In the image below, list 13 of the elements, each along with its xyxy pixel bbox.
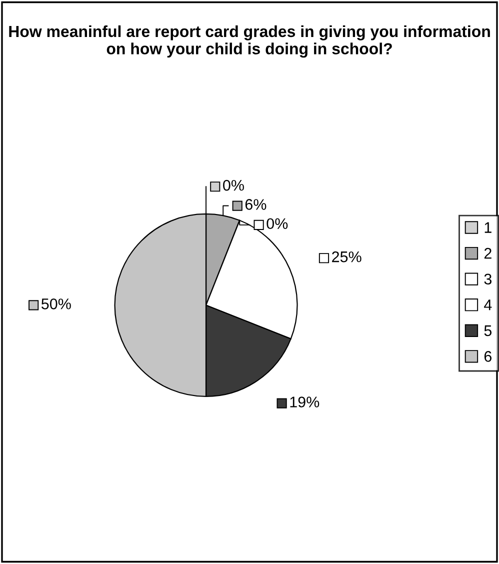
text: 0% [266, 218, 288, 230]
data-label: 19% [290, 396, 320, 408]
legend-label: 1 [484, 222, 492, 233]
legend-label: 4 [484, 300, 492, 310]
legend-label: 3 [484, 274, 492, 285]
legend-label: 5 [484, 325, 492, 336]
data-label: 50% [41, 298, 71, 310]
legend-label: 6 [484, 351, 492, 362]
legend-label: 2 [484, 248, 492, 259]
data-label: 6% [245, 199, 266, 210]
text: 0% [223, 180, 244, 191]
chart-title: How meaninful are report card grades in giving you information on how your child is doing in school? [9, 25, 490, 58]
data-label: 25% [332, 251, 362, 262]
